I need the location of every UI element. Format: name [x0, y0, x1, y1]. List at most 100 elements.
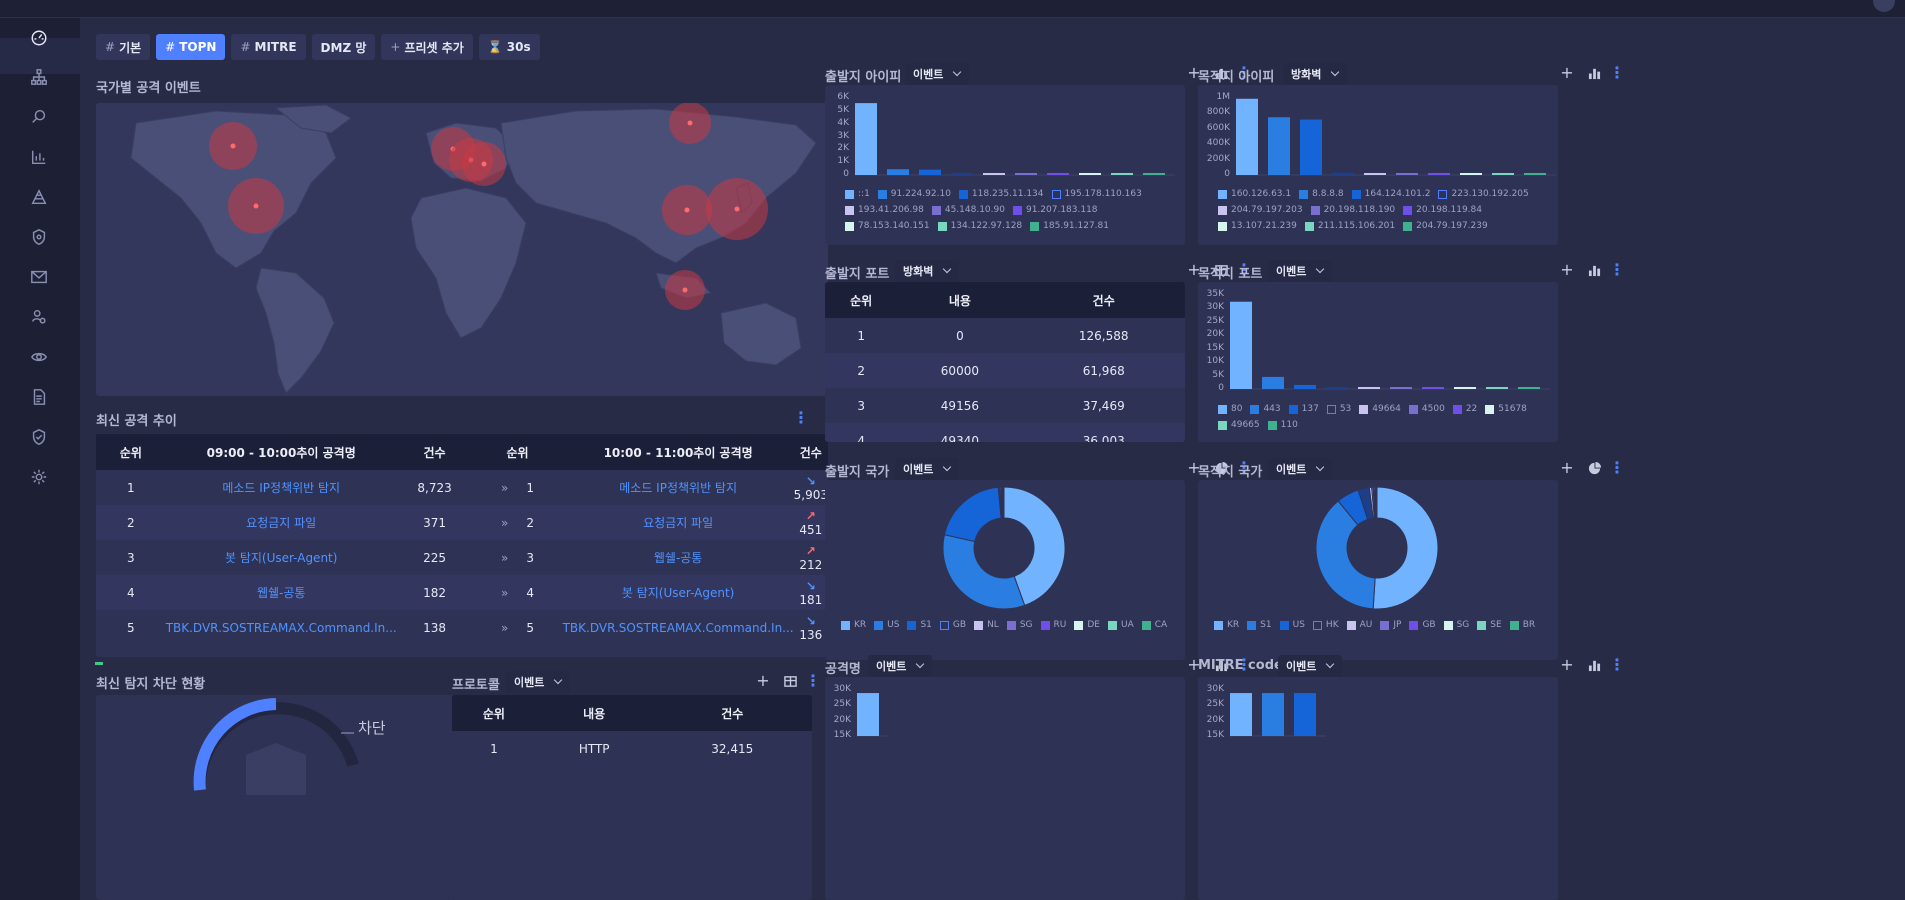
document-icon[interactable]	[28, 386, 50, 408]
pie-slice[interactable]	[1375, 486, 1378, 519]
eye-icon[interactable]	[28, 346, 50, 368]
legend-item[interactable]: 223.130.192.205	[1438, 189, 1529, 199]
add-icon[interactable]: +	[1187, 63, 1201, 82]
legend-item[interactable]: 45.148.10.90	[931, 205, 1005, 215]
attack-name-link-text[interactable]: 웹쉘-공통	[653, 551, 703, 565]
bar[interactable]	[1262, 376, 1284, 389]
legend-item[interactable]: 53	[1326, 404, 1351, 414]
bar[interactable]	[919, 169, 941, 175]
attack-name-link[interactable]: 웹쉘-공통	[562, 540, 794, 575]
bar[interactable]	[1111, 173, 1133, 175]
search-icon[interactable]	[28, 106, 50, 128]
legend-item[interactable]: 160.126.63.1	[1218, 189, 1291, 199]
attack-name-link-text[interactable]: 웹쉘-공통	[256, 586, 306, 600]
legend-item[interactable]: GB	[1409, 620, 1436, 630]
legend-item[interactable]: US	[1279, 620, 1305, 630]
attack-name-link-text[interactable]: 메소드 IP정책위반 탐지	[222, 481, 341, 495]
bar[interactable]	[887, 169, 909, 175]
legend-item[interactable]: 20.198.119.84	[1403, 205, 1482, 215]
table-icon[interactable]	[1214, 263, 1228, 277]
legend-item[interactable]: 91.207.183.118	[1012, 205, 1098, 215]
legend-item[interactable]: CA	[1141, 620, 1167, 630]
pie-slice[interactable]	[943, 486, 1002, 543]
table-icon[interactable]	[783, 674, 797, 688]
more-icon[interactable]: ⋮	[805, 671, 821, 690]
hierarchy-icon[interactable]	[28, 66, 50, 88]
more-icon[interactable]: ⋮	[1609, 458, 1625, 477]
legend-item[interactable]: 164.124.101.2	[1351, 189, 1430, 199]
protocol-dropdown[interactable]: 이벤트	[506, 671, 571, 693]
bar-chart-icon[interactable]	[1587, 263, 1601, 277]
legend-item[interactable]: DE	[1074, 620, 1100, 630]
bar[interactable]	[1460, 173, 1482, 175]
legend-item[interactable]: US	[874, 620, 899, 630]
pie-chart-icon[interactable]	[1587, 461, 1601, 475]
gear-icon[interactable]	[28, 466, 50, 488]
attack-name-link-text[interactable]: 메소드 IP정책위반 탐지	[619, 481, 737, 495]
pie-chart-icon[interactable]	[1214, 461, 1228, 475]
legend-item[interactable]: 78.153.140.151	[845, 221, 930, 231]
bar[interactable]	[1230, 301, 1252, 389]
bar-chart-icon[interactable]	[1214, 658, 1228, 672]
legend-item[interactable]: 185.91.127.81	[1030, 221, 1109, 231]
bar[interactable]	[1268, 117, 1290, 175]
attack-name-link[interactable]: 요청금지 파일	[562, 505, 794, 540]
legend-item[interactable]: 137	[1288, 404, 1319, 414]
pie-slice[interactable]	[1315, 500, 1376, 610]
tab-3[interactable]: DMZ 망	[311, 34, 376, 60]
tab-1[interactable]: # TOPN	[156, 34, 226, 60]
legend-item[interactable]: 91.224.92.10	[877, 189, 951, 199]
bar[interactable]	[1294, 384, 1316, 389]
more-icon[interactable]: ⋮	[793, 408, 809, 427]
attack-name-link-text[interactable]: 봇 탐지(User-Agent)	[224, 551, 338, 565]
legend-item[interactable]: 195.178.110.163	[1051, 189, 1142, 199]
legend-item[interactable]: HK	[1312, 620, 1339, 630]
attack-name-link[interactable]: 봇 탐지(User-Agent)	[165, 540, 397, 575]
bar-chart-icon[interactable]	[28, 146, 50, 168]
bar[interactable]	[1518, 387, 1540, 389]
add-icon[interactable]: +	[756, 671, 770, 690]
pyramid-icon[interactable]	[28, 186, 50, 208]
bar[interactable]	[1396, 173, 1418, 175]
more-icon[interactable]: ⋮	[1609, 260, 1625, 279]
attack-name-link[interactable]: 웹쉘-공통	[165, 575, 397, 610]
bar[interactable]	[1236, 98, 1258, 175]
attack-name-link-text[interactable]: 요청금지 파일	[246, 516, 317, 530]
dst_country-dropdown[interactable]: 이벤트	[1268, 458, 1333, 480]
legend-item[interactable]: 8.8.8.8	[1299, 189, 1344, 199]
tab-4[interactable]: + 프리셋 추가	[381, 34, 473, 60]
legend-item[interactable]: BR	[1509, 620, 1535, 630]
attack-name-link-text[interactable]: 요청금지 파일	[643, 516, 714, 530]
dashboard-icon[interactable]	[28, 27, 50, 49]
legend-item[interactable]: S1	[907, 620, 932, 630]
dst_port-dropdown[interactable]: 이벤트	[1268, 260, 1333, 282]
legend-item[interactable]: 211.115.106.201	[1304, 221, 1395, 231]
legend-item[interactable]: UA	[1107, 620, 1134, 630]
legend-item[interactable]: 204.79.197.203	[1218, 205, 1303, 215]
bar[interactable]	[1300, 119, 1322, 175]
add-icon[interactable]: +	[1560, 63, 1574, 82]
legend-item[interactable]: 49664	[1359, 404, 1401, 414]
bar[interactable]	[1358, 387, 1380, 389]
legend-item[interactable]: SE	[1477, 620, 1502, 630]
tab-5[interactable]: ⌛ 30s	[478, 34, 540, 60]
attack-name-link[interactable]: 메소드 IP정책위반 탐지	[562, 470, 794, 505]
bar[interactable]	[1390, 387, 1412, 389]
pie-slice[interactable]	[942, 534, 1026, 610]
attack-name-link[interactable]: TBK.DVR.SOSTREAMAX.Command.In...	[562, 610, 794, 645]
add-icon[interactable]: +	[1560, 260, 1574, 279]
bar[interactable]	[855, 103, 877, 175]
bar[interactable]	[1492, 173, 1514, 175]
attack-name-link-text[interactable]: 봇 탐지(User-Agent)	[621, 586, 735, 600]
attack_name-dropdown[interactable]: 이벤트	[868, 655, 933, 677]
bar[interactable]	[1262, 693, 1284, 736]
legend-item[interactable]: 193.41.206.98	[845, 205, 924, 215]
attack-name-link[interactable]: TBK.DVR.SOSTREAMAX.Command.In...	[165, 610, 397, 645]
bar[interactable]	[1047, 173, 1069, 175]
bar-chart-icon[interactable]	[1587, 66, 1601, 80]
avatar[interactable]	[1873, 0, 1895, 12]
legend-item[interactable]: AU	[1346, 620, 1372, 630]
legend-item[interactable]: SG	[1006, 620, 1033, 630]
legend-item[interactable]: SG	[1443, 620, 1469, 630]
more-icon[interactable]: ⋮	[1609, 655, 1625, 674]
